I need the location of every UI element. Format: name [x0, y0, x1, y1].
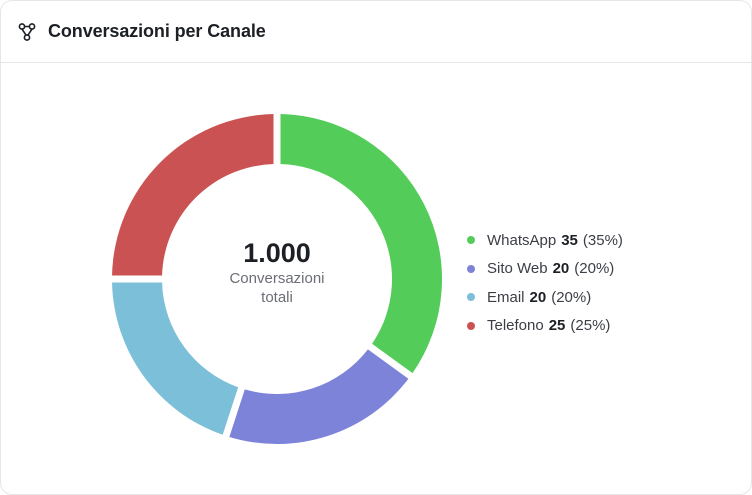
legend-item-sito-web[interactable]: Sito Web 20 (20%) [467, 255, 623, 284]
legend-dot [467, 264, 475, 273]
legend-dot [467, 236, 475, 245]
card-title: Conversazioni per Canale [48, 21, 266, 41]
legend-value: 20 [552, 260, 570, 278]
legend-item-email[interactable]: Email 20 (20%) [467, 283, 623, 312]
legend-item-telefono[interactable]: Telefono 25 (25%) [467, 312, 623, 341]
legend-label: Sito Web [487, 260, 548, 278]
donut-slice-whatsapp[interactable] [280, 114, 442, 374]
legend-label: Telefono [487, 317, 544, 335]
donut-slice-email[interactable] [112, 282, 239, 435]
legend-label: Email [487, 288, 525, 306]
donut-slice-telefono[interactable] [112, 114, 274, 276]
total-conversations-value: 1.000 [243, 238, 311, 268]
chart-legend: WhatsApp 35 (35%) Sito Web 20 (20%) Email 20 (20… [467, 226, 623, 340]
legend-label: WhatsApp [487, 231, 557, 249]
card-header: Conversazioni per Canale [1, 1, 751, 63]
legend-item-whatsapp[interactable]: WhatsApp 35 (35%) [467, 226, 623, 255]
donut-slice-sito-web[interactable] [229, 349, 409, 444]
legend-value: 35 [561, 231, 578, 249]
legend-dot [467, 293, 475, 302]
legend-percent: (20%) [574, 260, 615, 278]
workflow-branch-icon [17, 22, 37, 42]
donut-center-label: 1.000 Conversazioni totali [177, 237, 377, 307]
total-conversations-caption: Conversazioni totali [229, 270, 325, 306]
legend-value: 25 [548, 317, 566, 335]
legend-percent: (25%) [570, 317, 611, 335]
legend-dot [467, 321, 475, 330]
legend-percent: (35%) [582, 231, 623, 249]
legend-percent: (20%) [551, 288, 592, 306]
legend-value: 20 [529, 288, 547, 306]
donut-chart [112, 114, 442, 444]
